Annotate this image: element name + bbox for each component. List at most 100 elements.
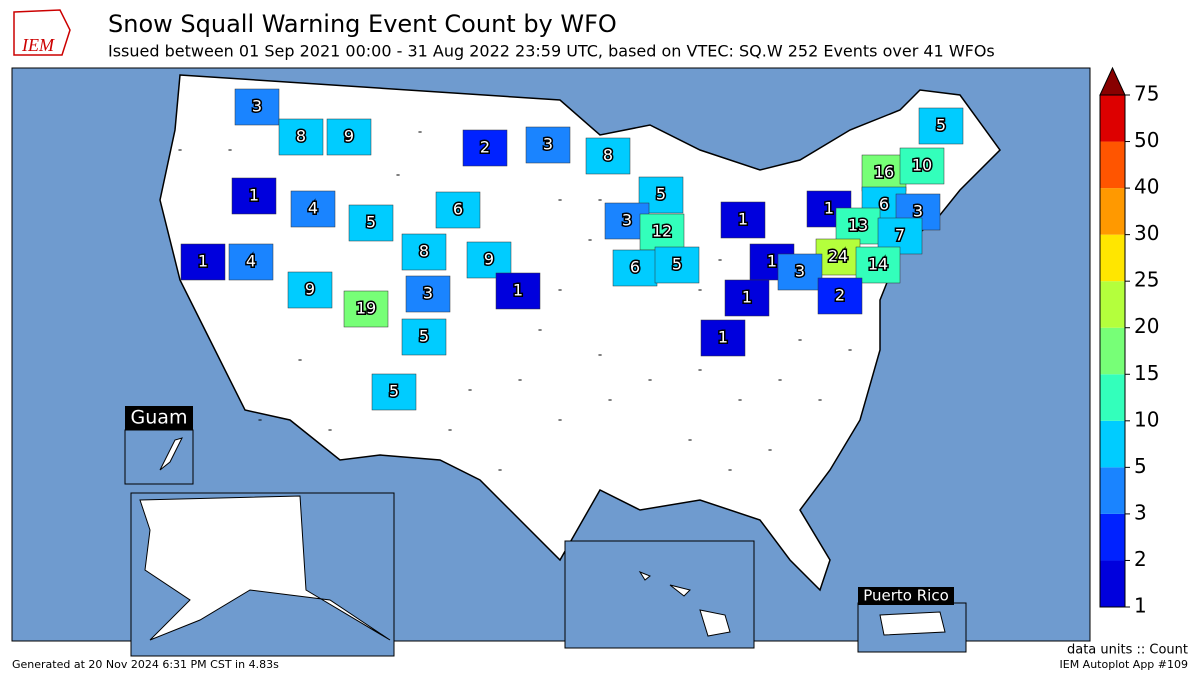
zero-marker: - bbox=[396, 168, 400, 182]
wfo-count: 1 bbox=[513, 281, 523, 300]
wfo-count: 8 bbox=[296, 127, 306, 146]
wfo-count: 1 bbox=[824, 199, 834, 218]
wfo-count: 5 bbox=[419, 327, 429, 346]
wfo-area bbox=[835, 207, 881, 245]
colorbar-bin bbox=[1100, 327, 1125, 375]
colorbar-extend bbox=[1099, 66, 1126, 96]
zero-marker: - bbox=[178, 143, 182, 157]
colorbar-label: 10 bbox=[1134, 407, 1159, 431]
zero-marker: - bbox=[498, 463, 502, 477]
wfo-count: 3 bbox=[622, 211, 632, 230]
colorbar-frame bbox=[1099, 94, 1126, 608]
subtitle: Issued between 01 Sep 2021 00:00 - 31 Au… bbox=[108, 42, 995, 61]
wfo-count: 1 bbox=[249, 186, 259, 205]
wfo-area bbox=[700, 319, 746, 357]
wfo-count: 5 bbox=[389, 382, 399, 401]
guam-label-bg bbox=[125, 406, 193, 430]
colorbar-bin bbox=[1100, 560, 1125, 607]
zero-marker: - bbox=[688, 433, 692, 447]
zero-marker: - bbox=[558, 413, 562, 427]
zero-marker: - bbox=[228, 143, 232, 157]
colorbar-bin bbox=[1100, 95, 1125, 142]
wfo-count: 3 bbox=[795, 262, 805, 281]
guam-island bbox=[159, 437, 183, 471]
wfo-area bbox=[720, 201, 766, 239]
colorbar-label: 1 bbox=[1134, 594, 1147, 618]
logo-outline bbox=[13, 9, 71, 56]
colorbar-bin bbox=[1100, 281, 1125, 328]
pr-label: Puerto Rico bbox=[863, 587, 949, 605]
wfo-count: 3 bbox=[423, 284, 433, 303]
wfo-area bbox=[290, 190, 336, 228]
guam-inset bbox=[124, 429, 194, 485]
wfo-area bbox=[180, 243, 226, 281]
wfo-count: 1 bbox=[198, 252, 208, 271]
zero-marker: - bbox=[258, 413, 262, 427]
wfo-area bbox=[405, 275, 451, 313]
wfo-count: 9 bbox=[484, 250, 494, 269]
zero-marker: - bbox=[538, 323, 542, 337]
wfo-count: 13 bbox=[848, 216, 868, 235]
wfo-area bbox=[654, 246, 700, 284]
wfo-count: 9 bbox=[344, 127, 354, 146]
wfo-count: 3 bbox=[543, 135, 553, 154]
colorbar-label: 3 bbox=[1134, 500, 1147, 524]
zero-marker: - bbox=[418, 125, 422, 139]
wfo-count: 14 bbox=[868, 255, 888, 274]
wfo-count: 24 bbox=[828, 247, 848, 266]
wfo-count: 6 bbox=[453, 200, 463, 219]
puerto-rico bbox=[879, 611, 946, 636]
zero-marker: - bbox=[718, 253, 722, 267]
colorbar-label: 15 bbox=[1134, 361, 1159, 385]
wfo-area bbox=[918, 107, 964, 145]
wfo-count: 3 bbox=[913, 202, 923, 221]
zero-marker: - bbox=[818, 393, 822, 407]
colorbar-bin bbox=[1100, 420, 1125, 468]
wfo-area bbox=[495, 272, 541, 310]
wfo-area bbox=[525, 126, 571, 164]
colorbar-label: 40 bbox=[1134, 175, 1159, 199]
wfo-area bbox=[435, 191, 481, 229]
wfo-area bbox=[343, 290, 389, 328]
wfo-count: 7 bbox=[895, 226, 905, 245]
colorbar-bin bbox=[1100, 141, 1125, 189]
zero-marker: - bbox=[768, 443, 772, 457]
zero-marker: - bbox=[738, 393, 742, 407]
wfo-count: 6 bbox=[879, 195, 889, 214]
zero-marker: - bbox=[328, 423, 332, 437]
wfo-count: 3 bbox=[252, 97, 262, 116]
hawaii bbox=[638, 570, 731, 637]
wfo-count: 1 bbox=[742, 288, 752, 307]
wfo-area bbox=[278, 118, 324, 156]
colorbar-label: 50 bbox=[1134, 128, 1159, 152]
colorbar-bin bbox=[1100, 188, 1125, 235]
wfo-area bbox=[724, 279, 770, 317]
colorbar-label: 5 bbox=[1134, 454, 1147, 478]
wfo-count: 5 bbox=[672, 255, 682, 274]
wfo-area bbox=[287, 271, 333, 309]
zero-marker: - bbox=[608, 393, 612, 407]
wfo-count: 2 bbox=[480, 138, 490, 157]
zero-marker: - bbox=[698, 283, 702, 297]
wfo-area bbox=[639, 213, 685, 251]
wfo-count: 1 bbox=[767, 252, 777, 271]
colorbar-label: 25 bbox=[1134, 268, 1159, 292]
colorbar-bin bbox=[1100, 374, 1125, 421]
wfo-count: 5 bbox=[366, 213, 376, 232]
wfo-count: 4 bbox=[246, 252, 256, 271]
logo: IEM bbox=[21, 35, 55, 55]
zero-marker: - bbox=[778, 373, 782, 387]
wfo-area bbox=[466, 241, 512, 279]
footer-units: data units :: Count bbox=[1067, 643, 1188, 658]
wfo-count: 6 bbox=[630, 258, 640, 277]
colorbar-label: 30 bbox=[1134, 221, 1159, 245]
wfo-area bbox=[228, 243, 274, 281]
wfo-area bbox=[855, 246, 901, 284]
wfo-count: 8 bbox=[419, 242, 429, 261]
wfo-count: 9 bbox=[305, 280, 315, 299]
wfo-count: 8 bbox=[603, 146, 613, 165]
wfo-area bbox=[401, 318, 447, 356]
colorbar-label: 20 bbox=[1134, 314, 1159, 338]
wfo-count: 2 bbox=[835, 286, 845, 305]
